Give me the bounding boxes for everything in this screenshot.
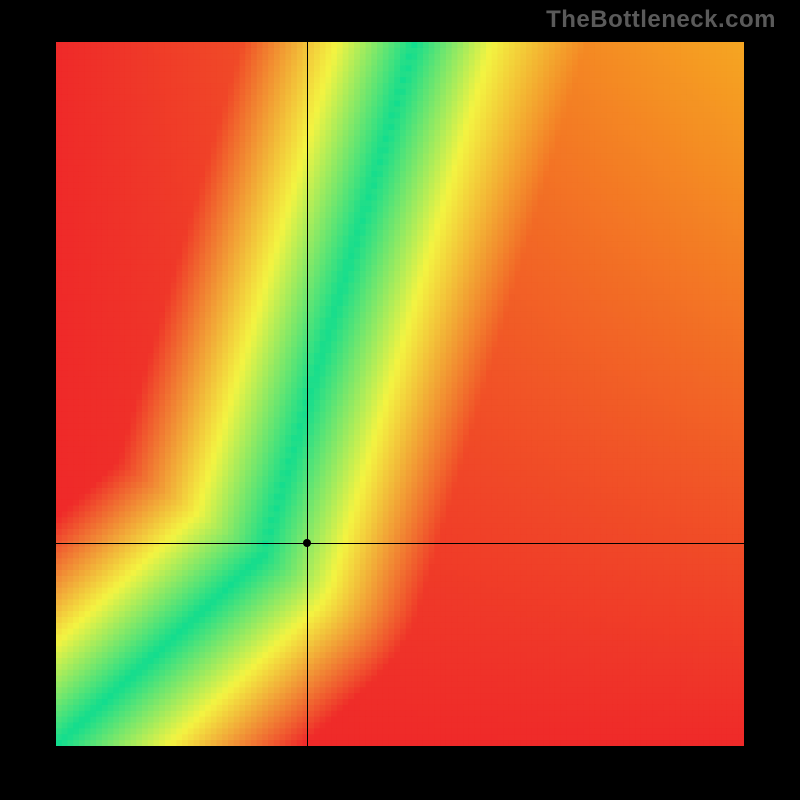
- crosshair-horizontal: [56, 543, 744, 544]
- watermark-text: TheBottleneck.com: [546, 6, 776, 34]
- crosshair-vertical: [307, 42, 308, 746]
- plot-area: [56, 42, 744, 746]
- crosshair-marker: [303, 539, 311, 547]
- figure-root: TheBottleneck.com: [0, 0, 800, 800]
- heatmap-canvas: [56, 42, 744, 746]
